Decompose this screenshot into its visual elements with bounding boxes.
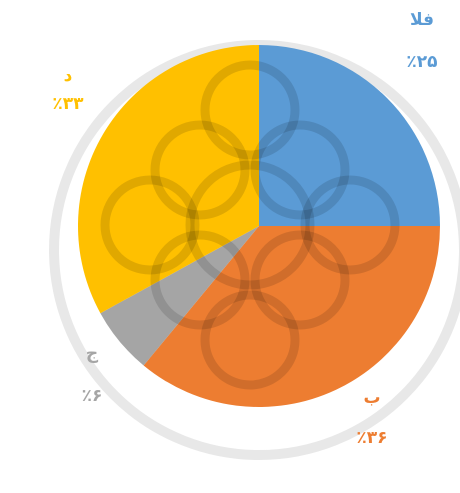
category-label: الف (410, 10, 434, 30)
value-label: ٪۲۵ (406, 52, 437, 72)
value-label: ٪۶ (82, 386, 103, 406)
category-label: ج (86, 344, 99, 364)
category-label: د (64, 66, 73, 86)
value-label: ٪۳۶ (356, 428, 387, 448)
pie (78, 45, 440, 407)
category-label: ب (363, 388, 380, 408)
value-label: ٪۳۳ (52, 94, 84, 114)
chart: الف ٪۲۵ ب ٪۳۶ ج ٪۶ د ٪۳۳ (0, 0, 460, 493)
